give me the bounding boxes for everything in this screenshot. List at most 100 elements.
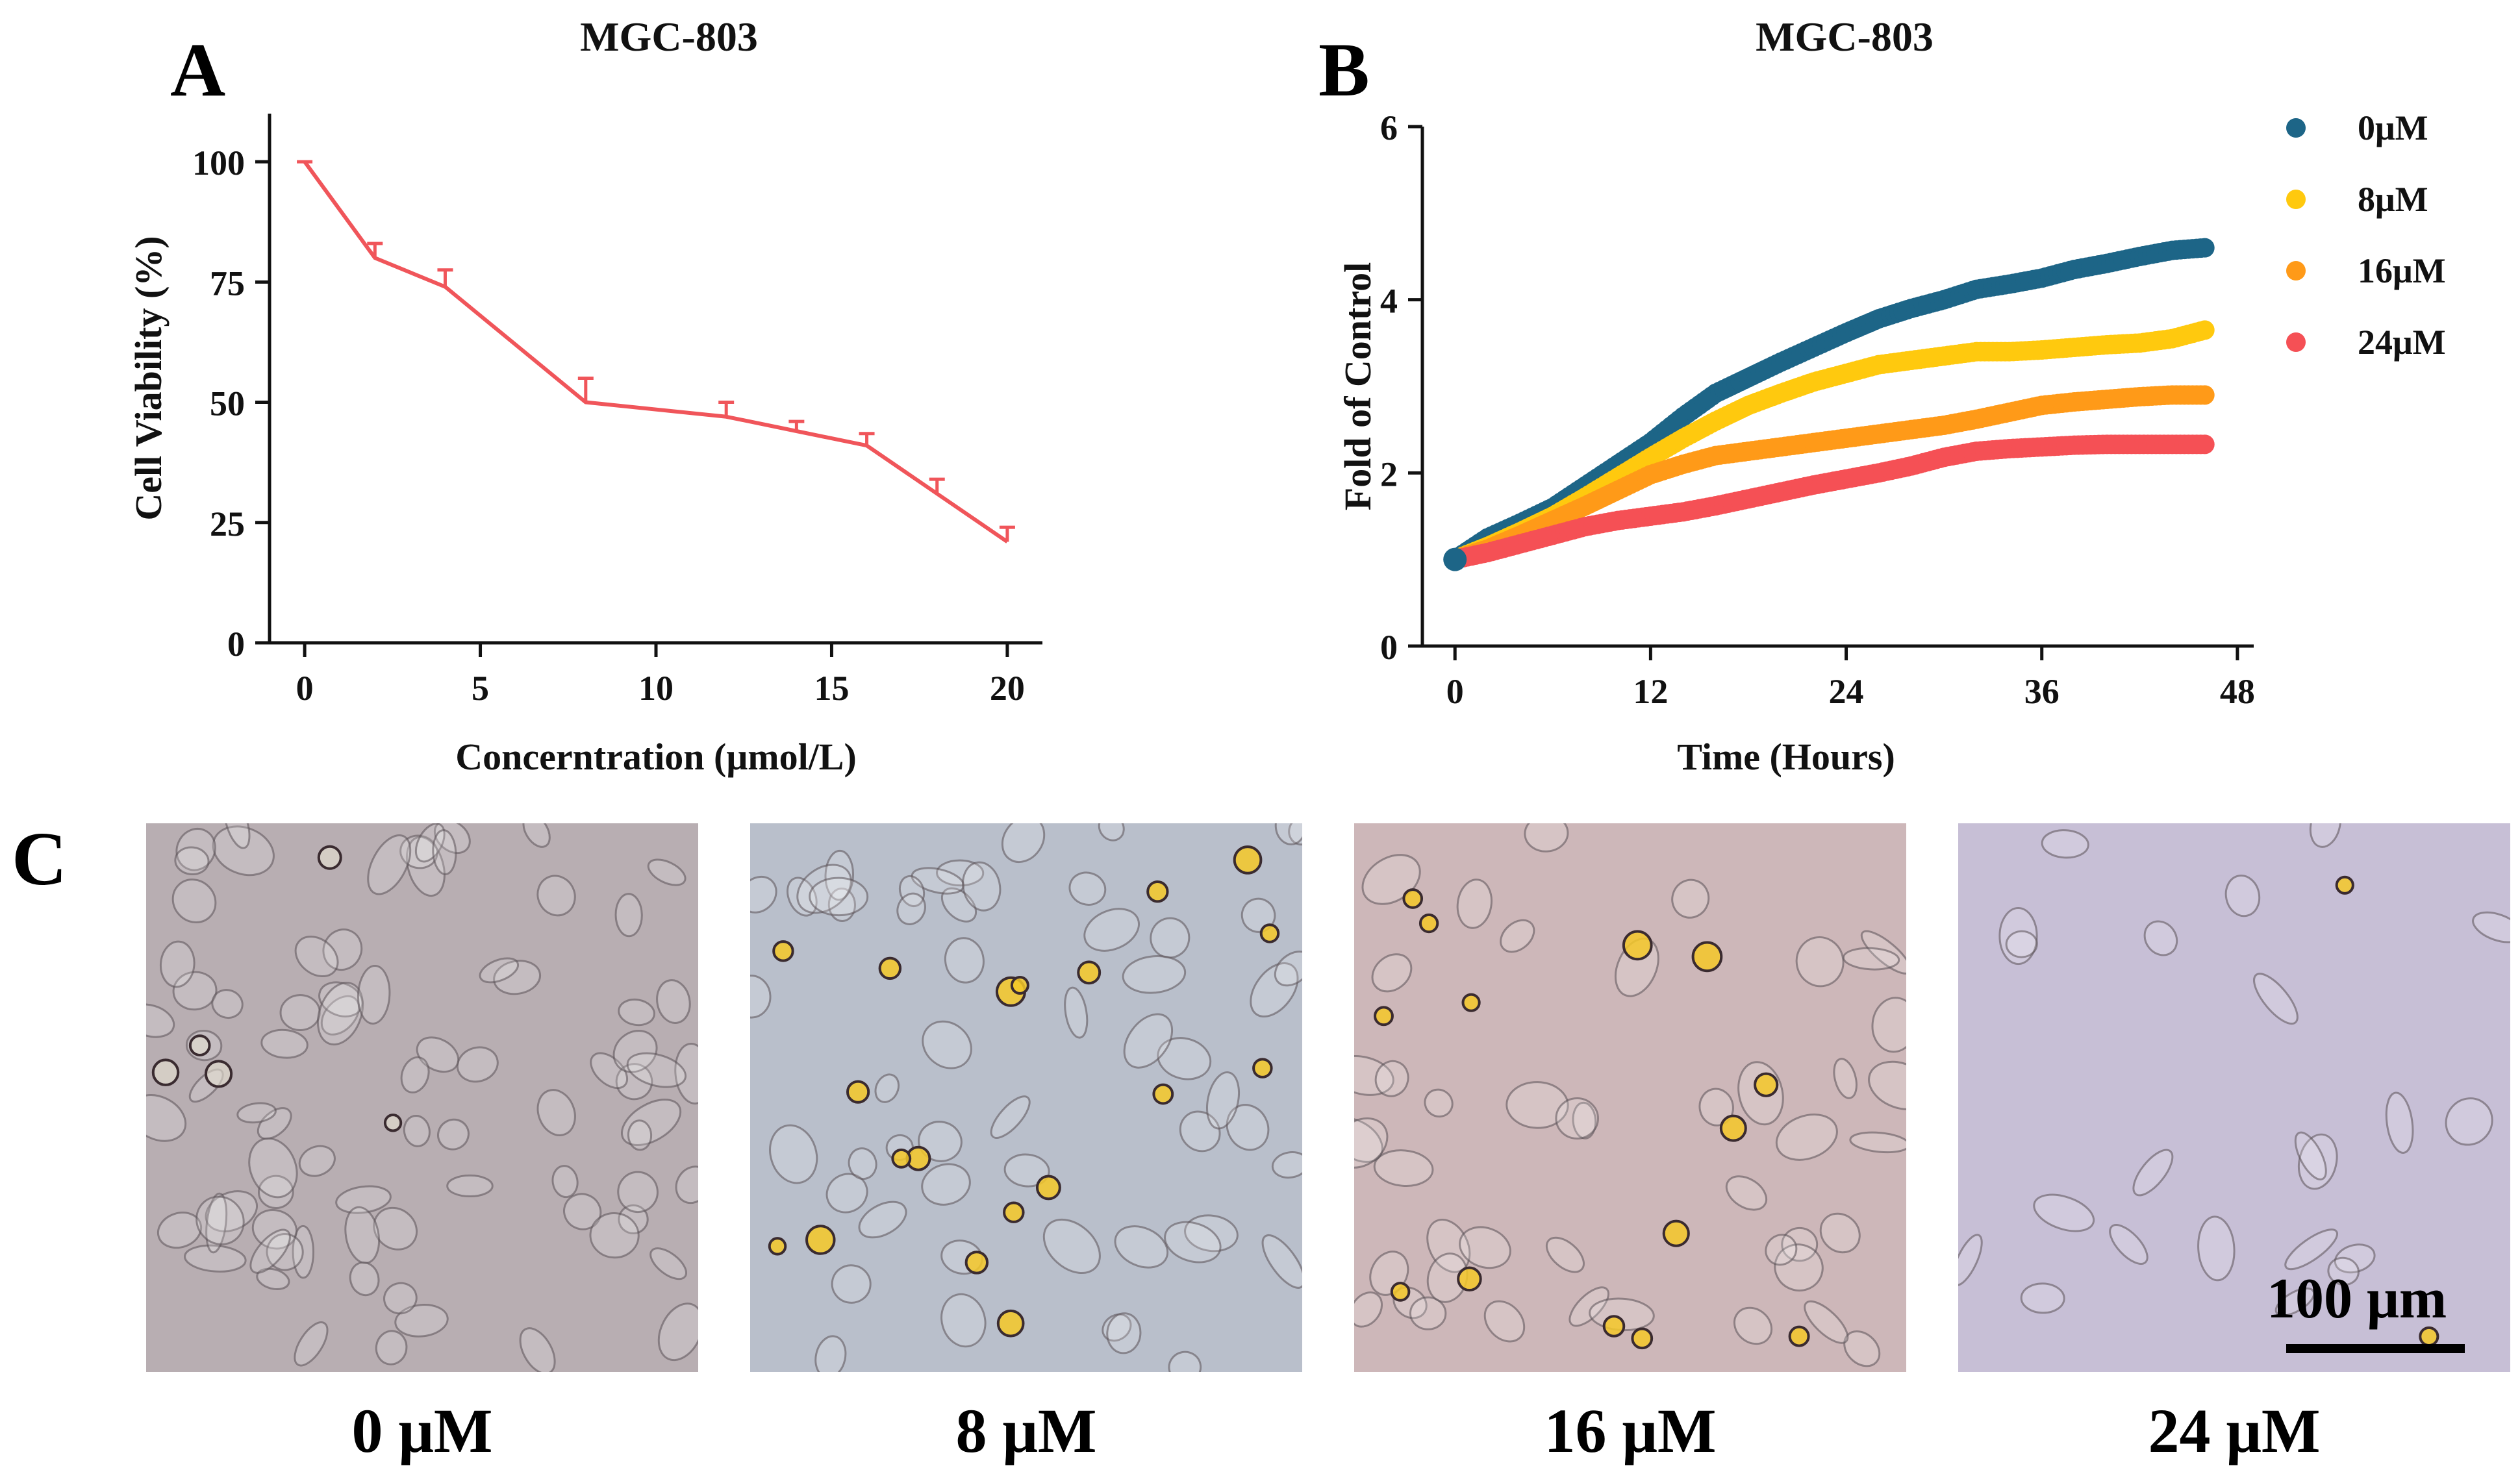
cell-3-13 <box>2472 911 2510 943</box>
cell-2-4 <box>1506 1081 1569 1129</box>
round-cell-3-0 <box>2335 875 2354 895</box>
chart-a-series-line <box>303 160 1009 543</box>
chart-b-ytick-label-3: 6 <box>1380 108 1398 147</box>
cell-2-41 <box>1555 1097 1599 1140</box>
chart-b-legend-label-0: 0μM <box>2358 108 2428 147</box>
cell-2-44 <box>1371 953 1413 993</box>
chart-b-legend-label-2: 16μM <box>2358 251 2446 290</box>
chart-b-series-3 <box>1445 434 2215 569</box>
round-cell-1-4 <box>996 1309 1025 1338</box>
chart-a-xtick-label-3: 15 <box>814 669 849 708</box>
cell-0-26 <box>223 823 251 849</box>
round-cell-2-8 <box>1691 941 1723 973</box>
cell-2-31 <box>1374 1060 1409 1097</box>
cell-0-75 <box>357 965 391 1025</box>
cell-1-37 <box>990 1095 1031 1139</box>
chart-a-y-label: Cell Viability (%) <box>127 236 170 520</box>
cell-3-4 <box>2197 1215 2236 1282</box>
cell-0-63 <box>294 936 339 978</box>
chart-b-xtick-label-0: 0 <box>1446 672 1464 711</box>
round-cell-1-11 <box>1010 976 1029 995</box>
cell-2-0 <box>1868 1060 1906 1110</box>
round-cell-2-0 <box>1374 1006 1394 1027</box>
cell-2-1 <box>1725 1175 1767 1211</box>
chart-b-legend-marker-0 <box>2286 118 2306 138</box>
round-cell-2-12 <box>1402 888 1424 909</box>
cell-1-6 <box>1271 1151 1302 1179</box>
chart-a-point-4 <box>718 401 735 417</box>
chart-b-xtick-label-4: 48 <box>2220 672 2255 711</box>
round-cell-0-4 <box>383 1114 403 1132</box>
micrograph-0um <box>146 823 698 1372</box>
round-cell-0-2 <box>151 1058 180 1086</box>
round-cell-1-3 <box>846 1080 870 1104</box>
cell-2-39 <box>1765 1234 1798 1266</box>
cell-1-27 <box>769 1124 818 1184</box>
cell-0-30 <box>174 846 210 876</box>
cell-2-16 <box>1354 1055 1394 1096</box>
cell-0-42 <box>251 1209 297 1250</box>
round-cell-1-1 <box>964 1251 989 1275</box>
cell-2-40 <box>1483 1300 1526 1343</box>
chart-b-xtick-label-3: 36 <box>2024 672 2060 711</box>
cell-1-5 <box>936 859 985 887</box>
cell-1-53 <box>1206 1071 1240 1130</box>
cell-1-33 <box>1274 823 1302 845</box>
cell-0-52 <box>195 1195 245 1245</box>
micrograph-label-24um: 24 μM <box>2148 1396 2321 1465</box>
cell-1-30 <box>1083 908 1140 952</box>
chart-a-ytick-label-1: 25 <box>210 505 245 543</box>
round-cell-1-17 <box>1252 1058 1273 1078</box>
cell-0-29 <box>479 957 520 984</box>
cell-1-44 <box>814 1335 847 1372</box>
cell-2-30 <box>1354 1117 1389 1169</box>
chart-b-legend-marker-2 <box>2286 261 2306 280</box>
cell-3-2 <box>2309 823 2341 848</box>
cell-0-79 <box>249 1228 291 1274</box>
cell-2-36 <box>1804 1300 1849 1344</box>
cell-2-2 <box>1733 1306 1773 1345</box>
chart-b-legend-marker-3 <box>2286 332 2306 352</box>
cell-2-24 <box>1842 947 1900 971</box>
cell-2-42 <box>1409 1296 1447 1330</box>
cell-1-34 <box>1274 951 1302 987</box>
micrograph-24um <box>1958 823 2510 1372</box>
cell-0-48 <box>205 1192 228 1254</box>
chart-a-point-8 <box>999 525 1015 542</box>
cell-1-17 <box>944 937 985 984</box>
cell-1-10 <box>1288 823 1302 846</box>
cell-3-3 <box>2033 1193 2095 1232</box>
cell-1-24 <box>827 887 856 922</box>
cell-1-0 <box>1157 1037 1212 1080</box>
cell-2-26 <box>1819 1212 1861 1254</box>
round-cell-2-6 <box>1662 1219 1690 1247</box>
chart-b-legend-item-1: 8μM <box>2286 180 2428 219</box>
cell-3-21 <box>2294 1131 2327 1180</box>
cell-0-57 <box>536 1089 576 1136</box>
round-cell-2-11 <box>1754 1072 1779 1097</box>
cell-0-65 <box>400 1056 430 1093</box>
cell-0-17 <box>335 1185 392 1214</box>
chart-b-legend-label-1: 8μM <box>2358 180 2428 219</box>
panel-letter-b: B <box>1318 27 1370 112</box>
micrograph-background-2 <box>1354 823 1906 1372</box>
round-cell-1-2 <box>1077 960 1102 985</box>
cell-2-21 <box>1871 997 1906 1053</box>
cell-2-28 <box>1456 878 1493 929</box>
chart-a-point-5 <box>788 419 805 431</box>
cell-0-35 <box>621 1099 682 1147</box>
cell-2-29 <box>1833 1058 1858 1099</box>
cell-1-4 <box>1064 986 1089 1039</box>
cell-1-28 <box>1003 1153 1050 1188</box>
chart-a-xtick-label-0: 0 <box>296 669 314 708</box>
round-cell-1-9 <box>1146 880 1169 903</box>
round-cell-2-2 <box>1418 913 1439 934</box>
chart-a-x-label: Concerntration (μmol/L) <box>455 736 857 778</box>
micrograph-background-3 <box>1958 823 2510 1372</box>
cell-0-14 <box>536 875 576 917</box>
cell-0-36 <box>367 834 412 895</box>
cell-1-8 <box>787 877 818 917</box>
cell-2-5 <box>1572 1101 1597 1140</box>
round-cell-2-1 <box>1631 1327 1654 1350</box>
cell-2-34 <box>1774 1243 1824 1291</box>
